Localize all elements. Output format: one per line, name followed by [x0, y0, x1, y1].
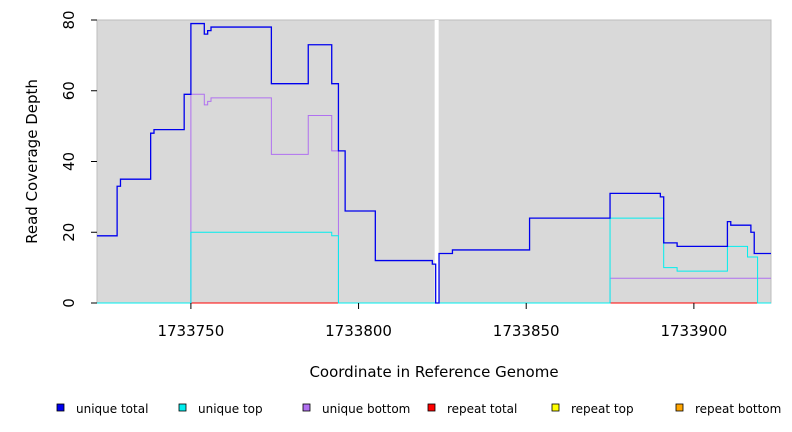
legend-swatch [427, 403, 436, 412]
x-tick-label: 1733900 [660, 322, 727, 340]
x-tick-label: 1733750 [157, 322, 224, 340]
y-tick-label: 60 [60, 81, 78, 100]
legend-label: unique bottom [322, 402, 410, 416]
y-tick-label: 0 [60, 298, 78, 308]
x-tick-label: 1733800 [325, 322, 392, 340]
y-tick-label: 20 [60, 223, 78, 242]
legend-label: repeat total [447, 402, 517, 416]
legend-label: repeat bottom [695, 402, 781, 416]
legend-swatch [178, 403, 187, 412]
legend-label: unique top [198, 402, 263, 416]
y-axis: 0 20 40 60 80 [60, 10, 97, 308]
series-line-unique-total [97, 22, 771, 304]
legend-swatch [675, 403, 684, 412]
legend: unique total unique top unique bottom repea… [56, 402, 781, 416]
legend-label: unique total [76, 402, 148, 416]
series-layer [97, 22, 771, 304]
x-axis-title: Coordinate in Reference Genome [309, 363, 558, 381]
legend-swatch [551, 403, 560, 412]
legend-label: repeat top [571, 402, 634, 416]
y-axis-title: Read Coverage Depth [23, 79, 41, 244]
x-axis: 1733750 1733800 1733850 1733900 [157, 303, 727, 340]
legend-swatch [56, 403, 65, 412]
x-tick-label: 1733850 [493, 322, 560, 340]
legend-swatch [302, 403, 311, 412]
y-tick-label: 40 [60, 152, 78, 171]
y-tick-label: 80 [60, 10, 78, 29]
series-line-unique-top [97, 217, 771, 304]
plot-background [96, 19, 772, 304]
